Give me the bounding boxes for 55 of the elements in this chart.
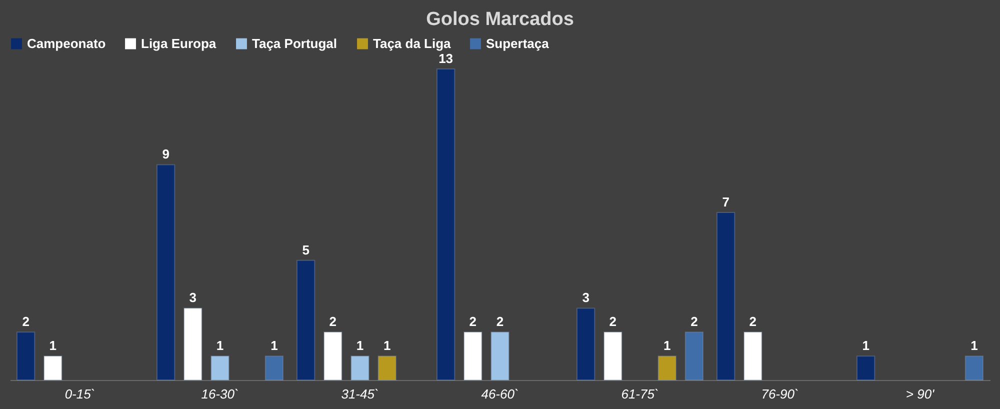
data-label: 1	[862, 338, 870, 354]
bar	[604, 332, 622, 380]
bar	[744, 332, 762, 380]
data-label: 2	[690, 314, 698, 330]
bar	[184, 308, 202, 380]
legend-label: Taça Portugal	[252, 36, 338, 51]
x-tick-label: 46-60`	[481, 386, 519, 402]
bar	[964, 356, 984, 380]
legend-label: Supertaça	[486, 36, 550, 51]
data-label: 1	[270, 338, 278, 354]
data-label: 5	[302, 242, 310, 258]
bar	[324, 332, 342, 380]
x-tick-label: 16-30`	[201, 386, 239, 402]
bar	[16, 332, 36, 380]
data-label: 3	[582, 290, 590, 306]
legend-label: Taça da Liga	[373, 36, 452, 51]
bar	[350, 356, 370, 380]
data-label: 1	[216, 338, 224, 354]
data-label: 13	[438, 51, 454, 66]
data-label: 1	[356, 338, 364, 354]
legend-label: Liga Europa	[141, 36, 217, 51]
bar	[44, 356, 62, 380]
bar	[576, 308, 596, 380]
bar	[856, 356, 876, 380]
x-tick-label: 0-15`	[64, 386, 96, 402]
data-label: 1	[970, 338, 978, 354]
bar	[378, 356, 396, 380]
bar	[210, 356, 230, 380]
data-label: 7	[722, 194, 730, 210]
data-label: 2	[469, 314, 477, 330]
bar	[490, 332, 510, 380]
bar	[156, 164, 176, 380]
data-label: 2	[22, 314, 30, 330]
data-label: 2	[749, 314, 757, 330]
data-label: 1	[49, 338, 57, 354]
data-label: 2	[496, 314, 504, 330]
data-label: 2	[609, 314, 617, 330]
bar	[684, 332, 704, 380]
legend-label: Campeonato	[27, 36, 106, 51]
data-label: 9	[162, 146, 170, 162]
data-label: 1	[383, 338, 391, 354]
bar	[658, 356, 676, 380]
bar	[716, 212, 736, 380]
x-tick-label: 61-75`	[621, 386, 659, 402]
data-label: 3	[189, 290, 197, 306]
chart-title: Golos Marcados	[426, 9, 574, 30]
x-tick-label: 76-90`	[761, 386, 799, 402]
bar	[296, 260, 316, 380]
x-tick-label: 31-45`	[341, 386, 379, 402]
bar	[264, 356, 284, 380]
data-label: 1	[663, 338, 671, 354]
bar	[464, 332, 482, 380]
data-label: 2	[329, 314, 337, 330]
x-tick-label: > 90'	[906, 386, 935, 402]
bar	[436, 68, 456, 380]
